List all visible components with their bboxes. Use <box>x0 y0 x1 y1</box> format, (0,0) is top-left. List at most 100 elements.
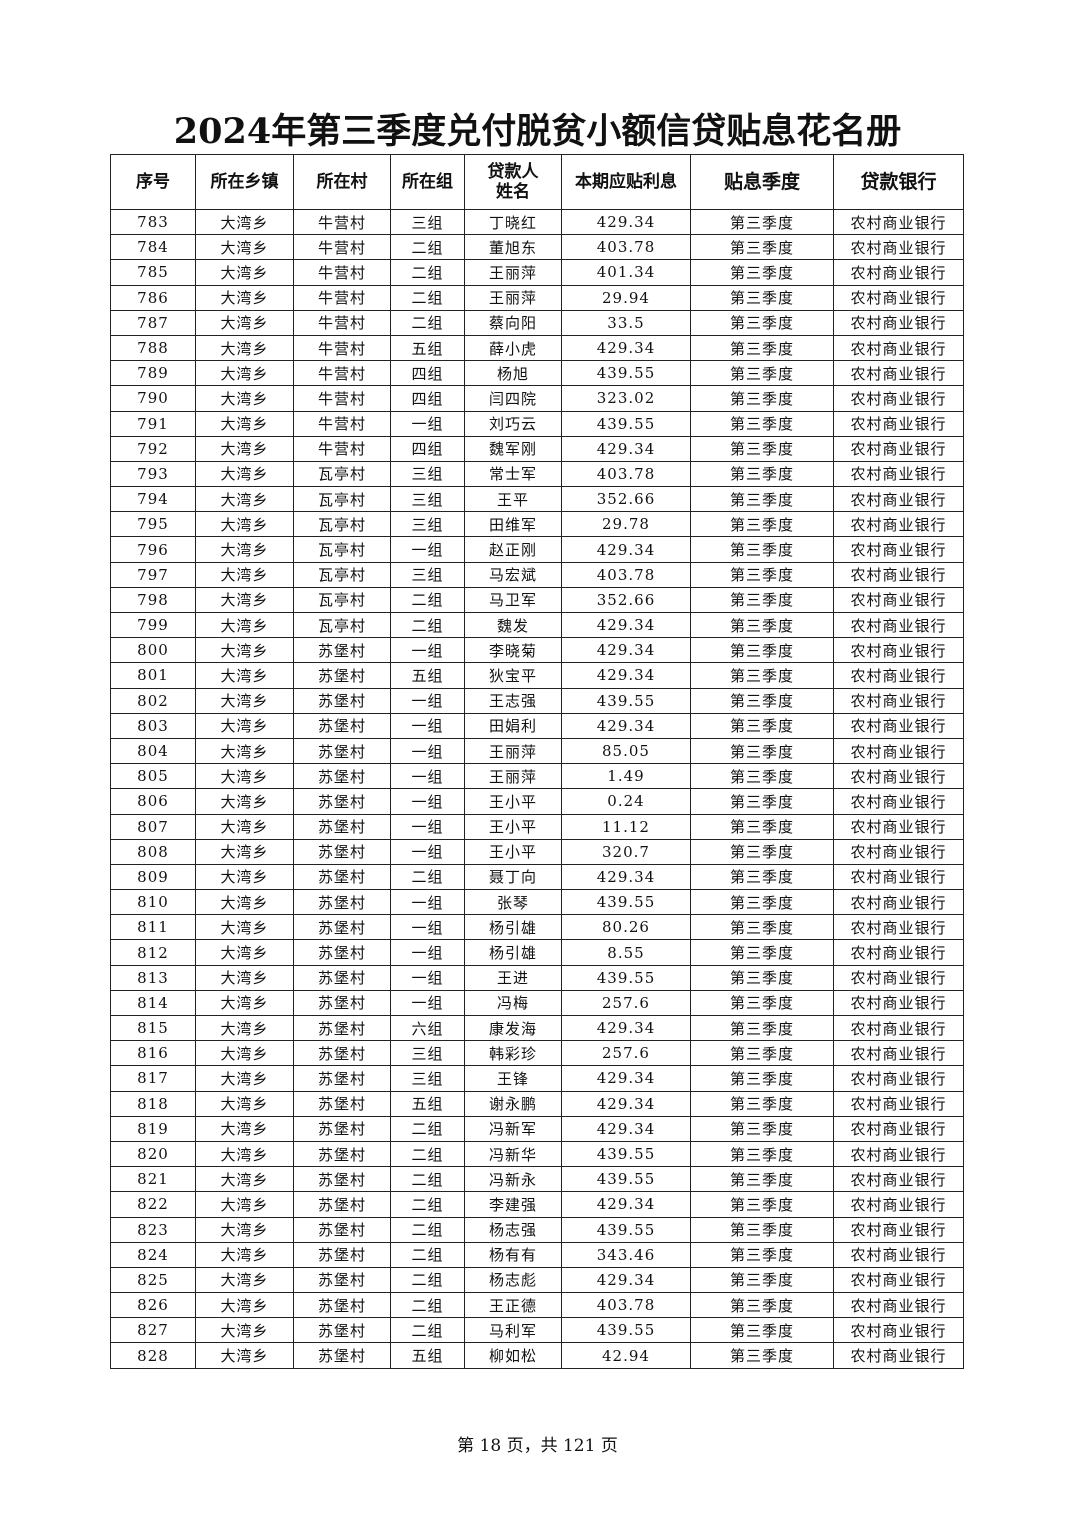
cell-borrower-name: 王小平 <box>464 788 562 815</box>
cell-township: 大湾乡 <box>195 1292 294 1319</box>
cell-interest-amount: 439.55 <box>561 687 691 714</box>
cell-interest-amount: 439.55 <box>561 1317 691 1344</box>
cell-group: 二组 <box>390 1292 465 1319</box>
cell-township: 大湾乡 <box>195 1342 294 1369</box>
cell-subsidy-quarter: 第三季度 <box>690 1166 834 1193</box>
cell-interest-amount: 33.5 <box>561 309 691 336</box>
cell-village: 苏堡村 <box>293 1014 391 1042</box>
cell-village: 苏堡村 <box>293 889 391 916</box>
cell-village: 苏堡村 <box>293 1292 391 1319</box>
cell-loan-bank: 农村商业银行 <box>833 1040 964 1067</box>
cell-interest-amount: 429.34 <box>561 637 691 664</box>
cell-borrower-name: 杨引雄 <box>464 939 562 966</box>
cell-borrower-name: 魏发 <box>464 611 562 639</box>
cell-group: 二组 <box>390 1166 465 1193</box>
cell-township: 大湾乡 <box>195 334 294 362</box>
table-row: 823 大湾乡 苏堡村 二组 杨志强 439.55 第三季度 农村商业银行 <box>110 1216 964 1243</box>
cell-serial-no: 788 <box>110 334 196 362</box>
table-row: 791 大湾乡 牛营村 一组 刘巧云 439.55 第三季度 农村商业银行 <box>110 410 964 437</box>
table-row: 814 大湾乡 苏堡村 一组 冯梅 257.6 第三季度 农村商业银行 <box>110 989 964 1017</box>
cell-subsidy-quarter: 第三季度 <box>690 309 834 336</box>
cell-village: 牛营村 <box>293 410 391 437</box>
table-row: 789 大湾乡 牛营村 四组 杨旭 439.55 第三季度 农村商业银行 <box>110 360 964 387</box>
table-row: 808 大湾乡 苏堡村 一组 王小平 320.7 第三季度 农村商业银行 <box>110 838 964 865</box>
cell-interest-amount: 257.6 <box>561 1040 691 1067</box>
cell-group: 五组 <box>390 334 465 362</box>
cell-subsidy-quarter: 第三季度 <box>690 1040 834 1067</box>
cell-group: 一组 <box>390 763 465 790</box>
cell-loan-bank: 农村商业银行 <box>833 1317 964 1344</box>
cell-serial-no: 826 <box>110 1292 196 1319</box>
cell-township: 大湾乡 <box>195 1014 294 1042</box>
cell-township: 大湾乡 <box>195 813 294 840</box>
cell-subsidy-quarter: 第三季度 <box>690 1241 834 1268</box>
cell-borrower-name: 王志强 <box>464 687 562 714</box>
cell-borrower-name: 康发海 <box>464 1014 562 1042</box>
cell-loan-bank: 农村商业银行 <box>833 1241 964 1268</box>
cell-serial-no: 815 <box>110 1014 196 1042</box>
cell-loan-bank: 农村商业银行 <box>833 1090 964 1117</box>
table-row: 800 大湾乡 苏堡村 一组 李晓菊 429.34 第三季度 农村商业银行 <box>110 637 964 664</box>
table-row: 807 大湾乡 苏堡村 一组 王小平 11.12 第三季度 农村商业银行 <box>110 813 964 840</box>
table-body: 783 大湾乡 牛营村 三组 丁晓红 429.34 第三季度 农村商业银行 784 大湾乡 牛营村二… <box>110 208 964 1369</box>
cell-loan-bank: 农村商业银行 <box>833 1140 964 1168</box>
cell-group: 四组 <box>390 385 465 412</box>
cell-serial-no: 801 <box>110 662 196 689</box>
cell-serial-no: 804 <box>110 737 196 765</box>
cell-borrower-name: 刘巧云 <box>464 410 562 437</box>
cell-loan-bank: 农村商业银行 <box>833 536 964 563</box>
cell-subsidy-quarter: 第三季度 <box>690 712 834 739</box>
cell-interest-amount: 352.66 <box>561 486 691 513</box>
cell-township: 大湾乡 <box>195 511 294 538</box>
cell-serial-no: 789 <box>110 360 196 387</box>
cell-borrower-name: 马卫军 <box>464 586 562 614</box>
cell-loan-bank: 农村商业银行 <box>833 259 964 286</box>
cell-group: 一组 <box>390 712 465 739</box>
cell-group: 一组 <box>390 939 465 966</box>
cell-serial-no: 802 <box>110 687 196 714</box>
cell-serial-no: 811 <box>110 914 196 941</box>
table-row: 818 大湾乡 苏堡村 五组 谢永鹏 429.34 第三季度 农村商业银行 <box>110 1090 964 1117</box>
cell-interest-amount: 401.34 <box>561 259 691 286</box>
cell-township: 大湾乡 <box>195 284 294 311</box>
cell-township: 大湾乡 <box>195 914 294 941</box>
table-row: 817 大湾乡 苏堡村 三组 王锋 429.34 第三季度 农村商业银行 <box>110 1065 964 1092</box>
cell-borrower-name: 丁晓红 <box>464 208 562 236</box>
cell-village: 瓦亭村 <box>293 586 391 614</box>
page-footer: 第 18 页，共 121 页 <box>457 1436 618 1456</box>
cell-township: 大湾乡 <box>195 208 294 236</box>
cell-serial-no: 799 <box>110 611 196 639</box>
cell-village: 牛营村 <box>293 385 391 412</box>
cell-interest-amount: 429.34 <box>561 1191 691 1218</box>
cell-serial-no: 798 <box>110 586 196 614</box>
cell-serial-no: 791 <box>110 410 196 437</box>
cell-loan-bank: 农村商业银行 <box>833 334 964 362</box>
cell-loan-bank: 农村商业银行 <box>833 486 964 513</box>
table-row: 801 大湾乡 苏堡村 五组 狄宝平 429.34 第三季度 农村商业银行 <box>110 662 964 689</box>
cell-township: 大湾乡 <box>195 586 294 614</box>
cell-interest-amount: 439.55 <box>561 1166 691 1193</box>
cell-loan-bank: 农村商业银行 <box>833 1216 964 1243</box>
cell-loan-bank: 农村商业银行 <box>833 611 964 639</box>
header-borrower-name: 贷款人 姓名 <box>464 154 562 210</box>
header-interest-amount: 本期应贴利息 <box>561 154 691 210</box>
cell-subsidy-quarter: 第三季度 <box>690 1216 834 1243</box>
cell-group: 一组 <box>390 989 465 1017</box>
table-row: 822 大湾乡 苏堡村 二组 李建强 429.34 第三季度 农村商业银行 <box>110 1191 964 1218</box>
cell-serial-no: 793 <box>110 460 196 488</box>
header-subsidy-quarter: 贴息季度 <box>690 154 834 210</box>
cell-loan-bank: 农村商业银行 <box>833 914 964 941</box>
cell-loan-bank: 农村商业银行 <box>833 511 964 538</box>
cell-serial-no: 824 <box>110 1241 196 1268</box>
cell-group: 一组 <box>390 737 465 765</box>
cell-loan-bank: 农村商业银行 <box>833 360 964 387</box>
cell-serial-no: 796 <box>110 536 196 563</box>
cell-group: 一组 <box>390 637 465 664</box>
cell-interest-amount: 80.26 <box>561 914 691 941</box>
cell-village: 苏堡村 <box>293 662 391 689</box>
cell-subsidy-quarter: 第三季度 <box>690 939 834 966</box>
cell-village: 苏堡村 <box>293 813 391 840</box>
header-village: 所在村 <box>293 154 391 210</box>
cell-group: 二组 <box>390 1216 465 1243</box>
table-row: 784 大湾乡 牛营村 二组 董旭东 403.78 第三季度 农村商业银行 <box>110 234 964 261</box>
